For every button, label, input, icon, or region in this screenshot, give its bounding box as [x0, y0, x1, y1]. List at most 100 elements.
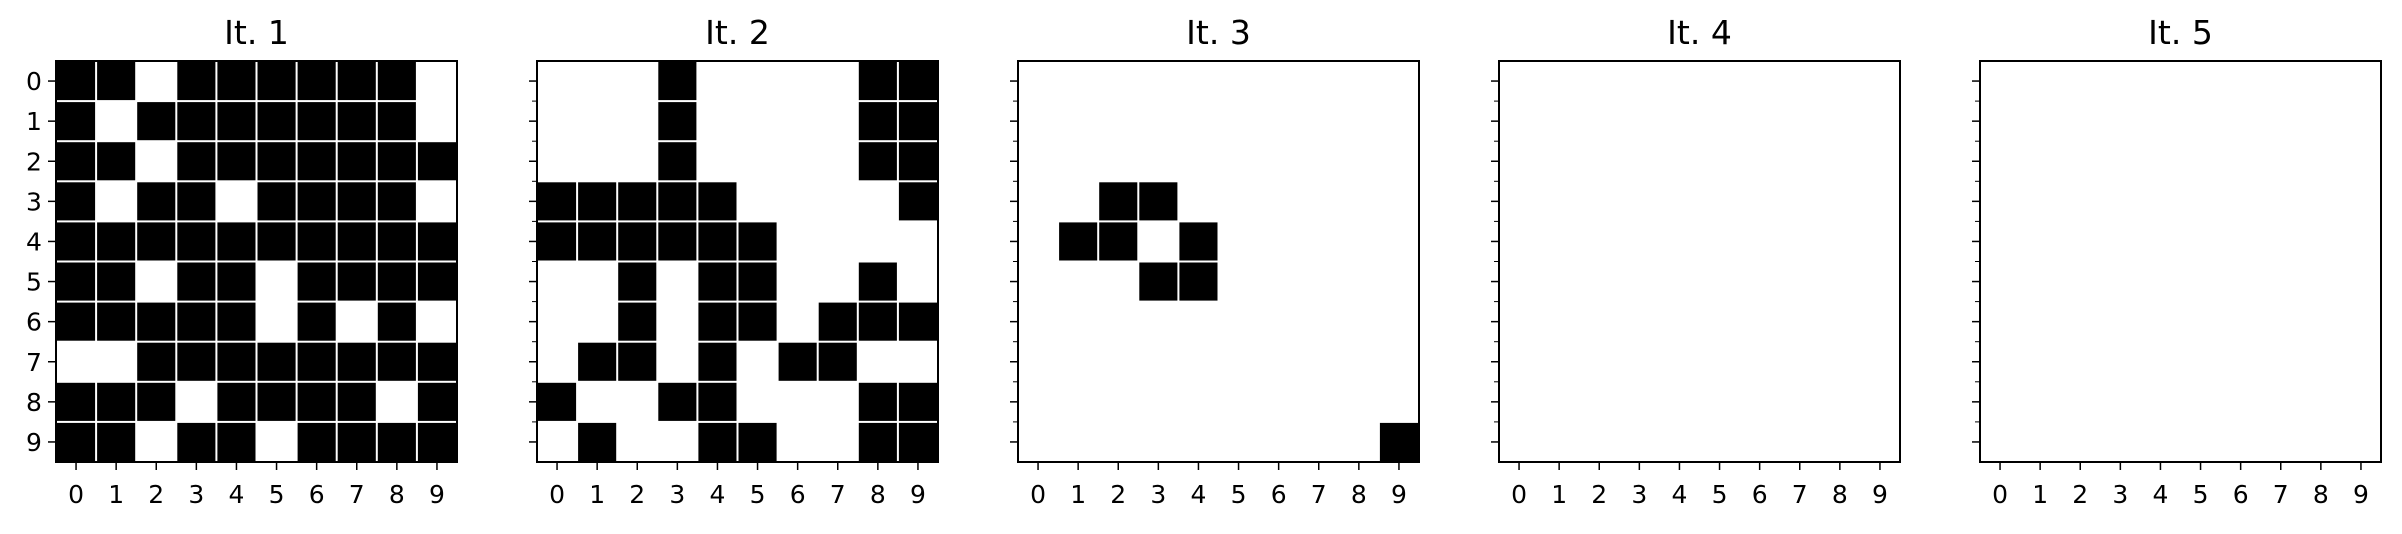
grid-cell-filled	[377, 262, 416, 301]
x-tick-label: 4	[228, 480, 244, 509]
grid-cell-filled	[698, 262, 737, 301]
grid-cell-filled	[137, 102, 176, 141]
grid-cell-filled	[578, 342, 617, 381]
grid-cell-filled	[337, 62, 376, 101]
x-tick-label: 7	[830, 480, 846, 509]
grid-cell-filled	[858, 142, 897, 181]
grid-cell-filled	[137, 382, 176, 421]
grid-cell-filled	[818, 302, 857, 341]
grid-cell-filled	[177, 342, 216, 381]
grid-cell-filled	[658, 222, 697, 261]
grid-cell-filled	[257, 142, 296, 181]
grid-cell-filled	[858, 302, 897, 341]
grid-cell-filled	[1099, 222, 1138, 261]
grid-cell-filled	[1139, 182, 1178, 221]
grid-cell-filled	[337, 222, 376, 261]
grid-cell-filled	[377, 62, 416, 101]
grid-cell-filled	[57, 302, 96, 341]
grid-cell-filled	[898, 62, 937, 101]
grid-cell-filled	[698, 182, 737, 221]
x-tick-label: 7	[1792, 480, 1808, 509]
grid-cell-filled	[337, 102, 376, 141]
grid-cell-filled	[898, 142, 937, 181]
grid-cell-filled	[57, 102, 96, 141]
grid-cell-filled	[377, 422, 416, 461]
grid-cell-filled	[297, 62, 336, 101]
grid-cell-filled	[57, 222, 96, 261]
x-tick-label: 3	[1150, 480, 1166, 509]
grid-cell-filled	[97, 142, 136, 181]
grid-cell-filled	[57, 422, 96, 461]
x-tick-label: 8	[389, 480, 405, 509]
x-tick-label: 5	[750, 480, 766, 509]
x-tick-label: 6	[2233, 480, 2249, 509]
grid-cell-filled	[97, 62, 136, 101]
grid-cell-filled	[417, 222, 456, 261]
grid-cell-filled	[297, 422, 336, 461]
grid-cell-filled	[417, 262, 456, 301]
x-tick-label: 7	[2273, 480, 2289, 509]
grid-cell-filled	[1099, 182, 1138, 221]
grid-cell-filled	[177, 262, 216, 301]
grid-cell-filled	[1059, 222, 1098, 261]
x-tick-label: 2	[629, 480, 645, 509]
grid-cell-filled	[217, 142, 256, 181]
y-tick-label: 7	[26, 348, 42, 377]
panel-2: It. 2 0 1 2 3 4 5 6 7 8 9	[529, 13, 939, 509]
x-tick-label: 3	[1631, 480, 1647, 509]
grid-cell-filled	[177, 142, 216, 181]
y-tick-label: 1	[26, 107, 42, 136]
grid-cell-filled	[57, 262, 96, 301]
grid-cell-filled	[337, 142, 376, 181]
grid-cell-filled	[297, 102, 336, 141]
panel-title: It. 1	[224, 13, 289, 52]
grid-cell-filled	[297, 222, 336, 261]
grid-cell-filled	[578, 422, 617, 461]
x-tick-label: 5	[269, 480, 285, 509]
x-tick-label: 5	[1712, 480, 1728, 509]
grid-cell-filled	[217, 62, 256, 101]
x-tick-label: 4	[2152, 480, 2168, 509]
grid-cell-filled	[738, 302, 777, 341]
grid-cell-filled	[1379, 422, 1418, 461]
grid-cell-filled	[297, 142, 336, 181]
grid-cell-filled	[658, 142, 697, 181]
x-tick-label: 3	[188, 480, 204, 509]
grid-cell-filled	[337, 182, 376, 221]
grid-cell-filled	[177, 62, 216, 101]
grid-cell-filled	[377, 342, 416, 381]
grid-cell-filled	[177, 182, 216, 221]
x-tick-label: 1	[1551, 480, 1567, 509]
grid-cell-filled	[57, 382, 96, 421]
x-tick-label: 7	[1311, 480, 1327, 509]
x-tick-label: 5	[1231, 480, 1247, 509]
x-tick-label: 2	[148, 480, 164, 509]
grid-cell-filled	[97, 222, 136, 261]
grid-cell-filled	[818, 342, 857, 381]
grid-cell-filled	[217, 302, 256, 341]
grid-cell-filled	[57, 182, 96, 221]
x-tick-label: 8	[1351, 480, 1367, 509]
grid-cell-filled	[137, 182, 176, 221]
x-tick-label: 9	[1872, 480, 1888, 509]
panel-title: It. 3	[1186, 13, 1251, 52]
x-tick-label: 9	[1391, 480, 1407, 509]
grid-cell-filled	[177, 422, 216, 461]
y-tick-label: 5	[26, 268, 42, 297]
x-tick-label: 2	[2072, 480, 2088, 509]
x-tick-label: 3	[669, 480, 685, 509]
grid-cell-filled	[618, 222, 657, 261]
grid-cell-filled	[297, 182, 336, 221]
grid-cell-filled	[257, 382, 296, 421]
grid-cell-filled	[217, 342, 256, 381]
x-tick-label: 1	[2032, 480, 2048, 509]
grid-cell-filled	[297, 342, 336, 381]
grid-cell-filled	[898, 102, 937, 141]
y-tick-label: 0	[26, 67, 42, 96]
grid-cell-filled	[698, 342, 737, 381]
grid-cell-filled	[337, 382, 376, 421]
grid-cell-filled	[1179, 262, 1218, 301]
